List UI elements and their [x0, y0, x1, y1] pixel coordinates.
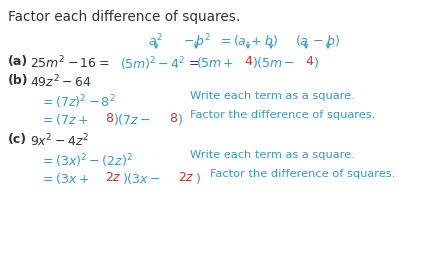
Text: Write each term as a square.: Write each term as a square.	[190, 91, 354, 101]
Text: $(a\,+\,b)$: $(a\,+\,b)$	[233, 33, 278, 48]
Text: $(a\,-\,b)$: $(a\,-\,b)$	[294, 33, 340, 48]
Text: $2z$: $2z$	[105, 170, 122, 183]
Text: $49z^2 - 64$: $49z^2 - 64$	[30, 74, 91, 90]
Text: (c): (c)	[8, 133, 27, 146]
Text: $8$: $8$	[105, 112, 114, 124]
Text: $4$: $4$	[243, 55, 253, 68]
Text: $)$: $)$	[177, 112, 182, 126]
Text: $)$: $)$	[312, 55, 318, 70]
Text: $= (7z)^2 - 8^2$: $= (7z)^2 - 8^2$	[40, 93, 115, 110]
Text: $= (3x)^2 - (2z)^2$: $= (3x)^2 - (2z)^2$	[40, 151, 132, 169]
Text: $= (3x + $: $= (3x + $	[40, 170, 89, 185]
Text: $25m^2 - 16 = $: $25m^2 - 16 = $	[30, 55, 109, 71]
Text: Factor the difference of squares.: Factor the difference of squares.	[190, 109, 375, 120]
Text: $)(3x - $: $)(3x - $	[122, 170, 160, 185]
Text: (a): (a)	[8, 55, 28, 68]
Text: Write each term as a square.: Write each term as a square.	[190, 149, 354, 159]
Text: $)$: $)$	[194, 170, 201, 185]
Text: $9x^2 - 4z^2$: $9x^2 - 4z^2$	[30, 133, 89, 149]
Text: $=$: $=$	[186, 55, 199, 68]
Text: Factor each difference of squares.: Factor each difference of squares.	[8, 10, 240, 24]
Text: $)(7z - $: $)(7z - $	[113, 112, 151, 126]
Text: (b): (b)	[8, 74, 29, 87]
Text: $= (7z + $: $= (7z + $	[40, 112, 88, 126]
Text: $)(5m - $: $)(5m - $	[251, 55, 294, 70]
Text: $-\,b^2$: $-\,b^2$	[183, 33, 210, 50]
Text: $(5m + $: $(5m + $	[196, 55, 233, 70]
Text: $8$: $8$	[169, 112, 178, 124]
Text: Factor the difference of squares.: Factor the difference of squares.	[210, 168, 395, 178]
Text: $a^2$: $a^2$	[148, 33, 162, 50]
Text: $2z$: $2z$	[178, 170, 194, 183]
Text: $=$: $=$	[217, 33, 231, 46]
Text: $4$: $4$	[304, 55, 313, 68]
Text: $(5m)^2 - 4^2$: $(5m)^2 - 4^2$	[120, 55, 185, 72]
